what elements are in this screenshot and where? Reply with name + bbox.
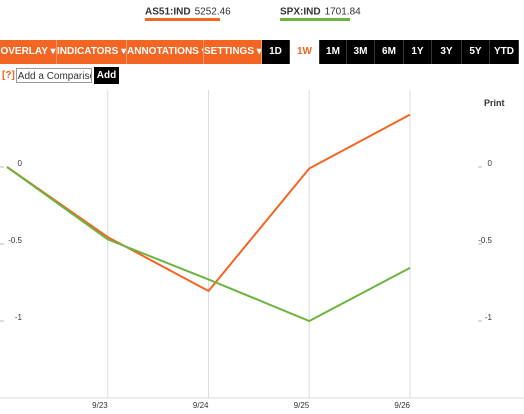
range-button[interactable]: YTD	[490, 40, 519, 64]
y-tick-label: 0	[488, 159, 493, 168]
series-line	[6, 113, 411, 293]
x-tick-label: 9/23	[92, 401, 108, 410]
x-tick-label: 9/26	[394, 401, 410, 410]
y-tick-label: 0	[18, 159, 23, 168]
toolbar: OVERLAY ▾ INDICATORS ▾ ANNOTATIONS ▾ SETTIN…	[0, 40, 519, 64]
legend-name: SPX:IND	[280, 7, 321, 18]
legend-value: 1701.84	[325, 7, 362, 18]
range-button[interactable]: 1M	[320, 40, 347, 64]
add-button[interactable]: Add	[93, 67, 120, 84]
y-tick-label: -0.5	[478, 236, 492, 245]
legend-swatch	[280, 18, 350, 21]
y-tick-label: -1	[15, 313, 23, 322]
legend-swatch	[145, 18, 220, 21]
comparison-row: [?] Add a Comparison Add	[2, 67, 120, 84]
range-button[interactable]: 6M	[375, 40, 404, 64]
legend-name: AS51:IND	[145, 7, 191, 18]
menu-button[interactable]: OVERLAY ▾	[0, 40, 57, 64]
legend-value: 5252.46	[195, 7, 232, 18]
comparison-input[interactable]: Add a Comparison	[15, 68, 92, 83]
range-button[interactable]: 5Y	[462, 40, 490, 64]
range-button[interactable]: 1Y	[404, 40, 432, 64]
menu-button[interactable]: ANNOTATIONS ▾	[127, 40, 204, 64]
y-tick-label: -1	[485, 313, 493, 322]
range-button[interactable]: 3Y	[432, 40, 462, 64]
series-line	[6, 166, 411, 323]
x-tick-label: 9/24	[193, 401, 209, 410]
print-button[interactable]: Print	[484, 98, 505, 108]
menu-button[interactable]: INDICATORS ▾	[57, 40, 127, 64]
x-tick-label: 9/25	[294, 401, 310, 410]
range-button[interactable]: 1D	[262, 40, 290, 64]
help[interactable]: [?]	[2, 70, 15, 81]
y-tick-label: -0.5	[8, 236, 22, 245]
range-button[interactable]: 3M	[347, 40, 375, 64]
menu-button[interactable]: SETTINGS ▾	[204, 40, 262, 64]
range-button[interactable]: 1W	[290, 40, 320, 64]
